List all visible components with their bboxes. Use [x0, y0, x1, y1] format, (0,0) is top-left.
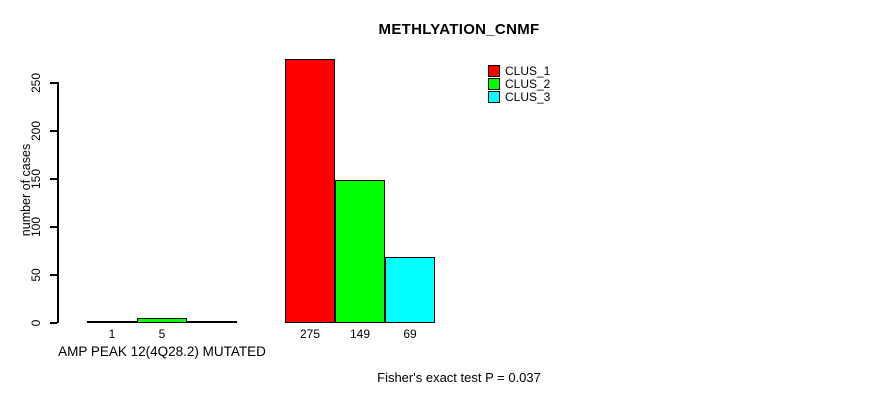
y-axis-line: [57, 82, 59, 323]
y-tick: [50, 274, 57, 276]
legend-swatch-clus_3: [488, 91, 500, 103]
bar-clus_2: [335, 180, 385, 323]
y-tick-label: 250: [29, 72, 43, 94]
bar-clus_1: [285, 59, 335, 323]
y-tick-label: 150: [29, 168, 43, 190]
bar-value-label: 5: [158, 327, 166, 341]
y-tick: [50, 130, 57, 132]
legend-label: CLUS_2: [505, 77, 551, 91]
x-axis-label: AMP PEAK 12(4Q28.2) MUTATED: [58, 344, 266, 359]
y-tick: [50, 322, 57, 324]
y-tick-label: 100: [29, 216, 43, 238]
bar-value-label: 69: [403, 327, 417, 341]
bar-value-label: 149: [349, 327, 371, 341]
fisher-test-annotation: Fisher's exact test P = 0.037: [377, 370, 541, 385]
legend-label: CLUS_3: [505, 90, 551, 104]
bar-value-label: 275: [299, 327, 321, 341]
y-tick: [50, 226, 57, 228]
legend-label: CLUS_1: [505, 64, 551, 78]
chart-title: METHLYATION_CNMF: [378, 21, 540, 38]
y-tick-label: 0: [29, 319, 43, 327]
bar-clus_3: [385, 257, 435, 323]
bar-value-label: 1: [108, 327, 116, 341]
legend-swatch-clus_1: [488, 65, 500, 77]
y-tick: [50, 82, 57, 84]
bar-clus_1: [87, 321, 137, 323]
y-tick: [50, 178, 57, 180]
legend-swatch-clus_2: [488, 78, 500, 90]
y-tick-label: 50: [29, 268, 43, 282]
bar-clus_2: [137, 318, 187, 323]
bar-clus_3: [187, 321, 237, 323]
y-tick-label: 200: [29, 120, 43, 142]
